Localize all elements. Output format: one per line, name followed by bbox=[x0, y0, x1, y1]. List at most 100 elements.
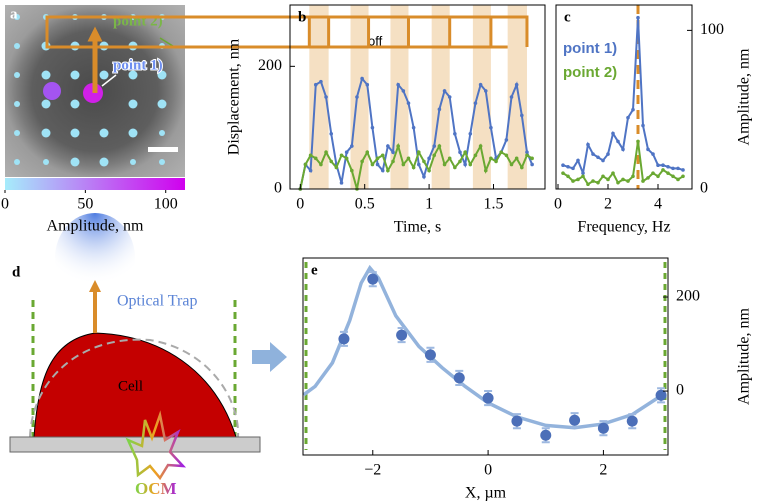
fit-curve bbox=[302, 264, 663, 430]
data-point bbox=[458, 159, 462, 164]
data-point bbox=[514, 156, 519, 161]
image-dot bbox=[14, 101, 20, 107]
data-point bbox=[530, 156, 534, 161]
data-point bbox=[447, 156, 452, 161]
panel-label: d bbox=[12, 264, 21, 280]
data-point bbox=[671, 166, 675, 171]
image-dot bbox=[70, 99, 80, 109]
data-point bbox=[391, 159, 395, 164]
data-point bbox=[611, 171, 615, 175]
data-point bbox=[509, 95, 514, 99]
image-dot bbox=[130, 159, 136, 165]
legend-entry: point 1) bbox=[563, 40, 617, 57]
y-tick-label: 200 bbox=[676, 288, 700, 305]
data-point bbox=[386, 144, 390, 148]
image-dot bbox=[128, 128, 138, 138]
panel-label: b bbox=[298, 9, 306, 25]
data-point bbox=[581, 171, 585, 175]
data-point bbox=[631, 174, 635, 179]
data-point bbox=[416, 150, 421, 154]
data-point bbox=[344, 150, 349, 154]
data-point bbox=[380, 168, 385, 173]
data-point bbox=[427, 168, 431, 173]
data-point bbox=[611, 131, 615, 136]
data-point bbox=[571, 179, 575, 183]
y-tick-label: 0 bbox=[274, 180, 282, 197]
data-point bbox=[666, 164, 670, 169]
data-point bbox=[596, 155, 600, 160]
data-point bbox=[597, 422, 609, 434]
series-line bbox=[299, 142, 533, 190]
data-point bbox=[571, 166, 575, 171]
x-tick-label: 0 bbox=[296, 196, 304, 213]
data-point bbox=[514, 82, 519, 87]
data-point bbox=[350, 168, 354, 173]
data-point bbox=[313, 82, 318, 87]
image-dot bbox=[70, 70, 80, 80]
y-tick-label: 200 bbox=[258, 57, 282, 74]
data-point bbox=[626, 115, 630, 120]
data-point bbox=[581, 174, 585, 179]
data-point bbox=[360, 76, 364, 81]
data-point bbox=[463, 162, 467, 167]
stimulus-off: off bbox=[368, 33, 383, 48]
x-axis-label: Frequency, Hz bbox=[577, 219, 670, 236]
data-point bbox=[681, 174, 685, 179]
x-tick-label: 0 bbox=[554, 196, 562, 213]
data-point bbox=[504, 138, 509, 142]
legend-entry: point 2) bbox=[563, 64, 617, 81]
data-point bbox=[530, 162, 534, 167]
y-axis-label: Amplitude, nm bbox=[736, 308, 753, 405]
stimulus-band bbox=[472, 5, 491, 189]
data-point bbox=[324, 95, 328, 99]
x-tick-label: 1.5 bbox=[483, 196, 503, 213]
data-point bbox=[380, 153, 385, 158]
panel-label: a bbox=[10, 6, 18, 22]
annotation: point 1) bbox=[113, 57, 163, 73]
data-point bbox=[386, 168, 390, 173]
x-tick-label: 2 bbox=[599, 462, 607, 479]
data-point bbox=[499, 150, 504, 154]
data-point bbox=[569, 414, 581, 426]
data-point bbox=[370, 162, 375, 167]
data-point bbox=[601, 158, 605, 163]
data-point bbox=[489, 125, 493, 130]
colorbar-tick-label: 50 bbox=[77, 196, 93, 213]
image-dot bbox=[99, 128, 109, 138]
data-point bbox=[626, 179, 630, 183]
data-point bbox=[636, 139, 640, 144]
data-point bbox=[432, 153, 437, 158]
data-point bbox=[313, 156, 318, 161]
data-point bbox=[525, 150, 529, 154]
colorbar-tick-label: 100 bbox=[154, 196, 178, 213]
data-point bbox=[482, 392, 494, 404]
data-point bbox=[355, 95, 359, 99]
image-dot bbox=[14, 43, 20, 49]
data-point bbox=[681, 168, 685, 172]
data-point bbox=[586, 142, 590, 147]
data-point bbox=[566, 174, 570, 179]
data-point bbox=[308, 153, 313, 158]
image-dot bbox=[159, 159, 165, 165]
data-point bbox=[453, 165, 457, 170]
data-point bbox=[621, 147, 625, 152]
y-tick-label: 0 bbox=[676, 382, 684, 399]
data-point bbox=[437, 144, 442, 148]
microscope-image bbox=[5, 5, 185, 177]
data-point bbox=[401, 89, 406, 93]
data-point bbox=[375, 162, 380, 167]
data-point bbox=[367, 273, 379, 285]
data-point bbox=[422, 174, 426, 179]
data-point bbox=[432, 144, 437, 148]
data-point bbox=[520, 113, 524, 118]
plot-frame bbox=[302, 257, 669, 456]
x-tick-label: 0 bbox=[484, 462, 492, 479]
data-point bbox=[406, 101, 411, 105]
data-point bbox=[601, 174, 605, 179]
x-tick-label: 4 bbox=[654, 196, 662, 213]
data-point bbox=[646, 176, 650, 180]
ocm-label: OCM bbox=[135, 479, 177, 498]
data-point bbox=[576, 177, 580, 182]
panel-label: e bbox=[311, 262, 318, 278]
